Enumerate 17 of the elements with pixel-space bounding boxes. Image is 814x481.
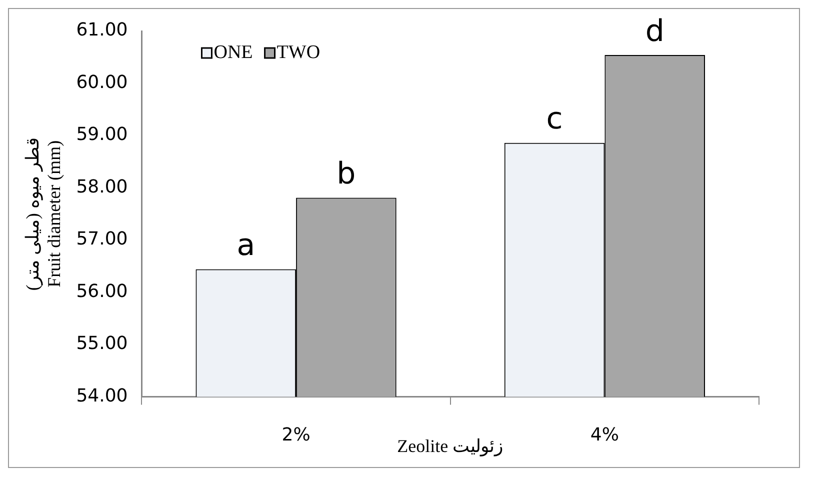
- y-tick-label: 55.00: [76, 333, 128, 354]
- y-tick-label: 54.00: [76, 385, 128, 406]
- y-tick-label: 58.00: [76, 176, 128, 198]
- y-tick-label: 60.00: [76, 72, 128, 93]
- annotation: c: [546, 102, 563, 137]
- y-tick-label: 56.00: [76, 280, 128, 302]
- annotation: b: [336, 156, 356, 192]
- x-tick-label: 2%: [282, 424, 310, 446]
- y-tick-label: 61.00: [76, 20, 128, 41]
- annotation: d: [645, 14, 664, 49]
- annotation: a: [236, 228, 256, 264]
- x-tick-label: 4%: [590, 424, 619, 446]
- y-tick-label: 59.00: [76, 124, 128, 146]
- legend-label: ONE: [214, 42, 253, 63]
- legend-label: TWO: [276, 42, 320, 63]
- y-tick-label: 57.00: [76, 228, 128, 250]
- x-axis-title: Zeolite زئولیت: [397, 436, 504, 457]
